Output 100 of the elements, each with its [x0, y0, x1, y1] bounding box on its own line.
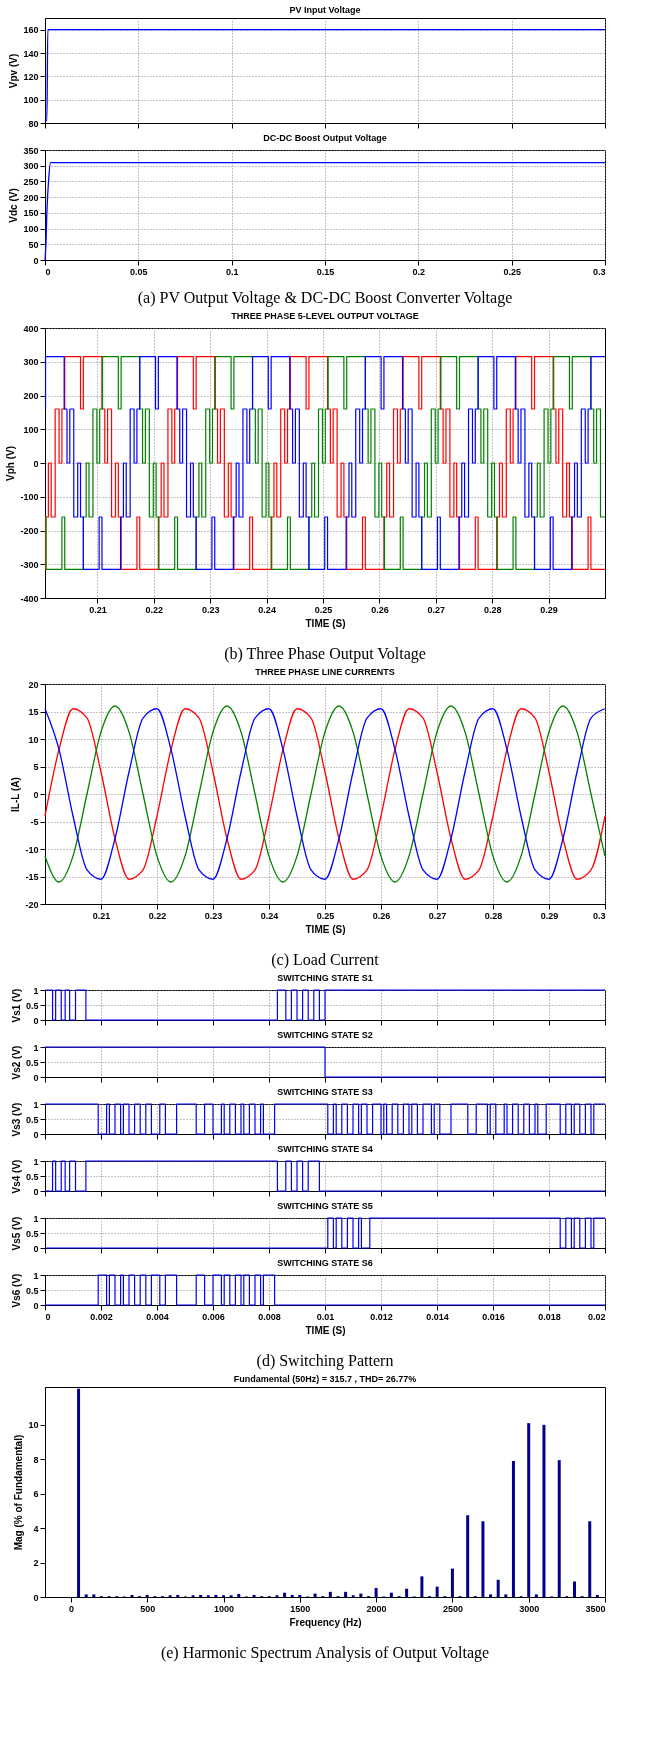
y-tick-label: 1 — [33, 1099, 39, 1110]
bar — [481, 1521, 485, 1597]
y-tick-label: 4 — [33, 1523, 39, 1534]
x-tick-label: 2500 — [442, 1603, 463, 1614]
y-axis-title: Vs1 (V) — [10, 988, 22, 1023]
x-tick-label: 3500 — [585, 1603, 606, 1614]
y-tick-label: 6 — [33, 1489, 39, 1500]
chart-title: SWITCHING STATE S5 — [277, 1201, 373, 1211]
x-tick-label: 0.27 — [428, 910, 447, 921]
bar — [527, 1423, 531, 1597]
x-tick-label: 0.006 — [202, 1311, 225, 1322]
y-tick-label: -200 — [20, 526, 39, 536]
y-tick-label: 5 — [33, 762, 39, 772]
x-tick-label: 0.1 — [225, 266, 239, 277]
x-tick-label: 0.25 — [316, 910, 335, 921]
y-tick-label: 140 — [23, 48, 39, 59]
x-tick-label: 0 — [45, 266, 51, 277]
bar — [420, 1576, 424, 1597]
y-axis-title: Vs5 (V) — [10, 1216, 22, 1251]
y-tick-label: 0 — [33, 1186, 39, 1197]
y-axis-title: Vs4 (V) — [10, 1159, 22, 1194]
bar — [328, 1591, 332, 1597]
y-tick-label: 0.5 — [25, 1114, 39, 1125]
bar — [298, 1594, 302, 1597]
y-tick-label: 300 — [23, 161, 39, 172]
chart-title: SWITCHING STATE S6 — [277, 1258, 373, 1268]
x-tick-label: 0.004 — [146, 1311, 169, 1322]
bar — [588, 1521, 592, 1597]
y-tick-label: 1 — [33, 1213, 39, 1224]
x-tick-label: 0.012 — [370, 1311, 393, 1322]
bar — [130, 1594, 134, 1597]
x-tick-label: 0.3 — [592, 910, 606, 921]
y-tick-label: 1 — [33, 1270, 39, 1281]
x-tick-label: 0.018 — [538, 1311, 561, 1322]
bar — [435, 1586, 439, 1597]
x-tick-label: 0.28 — [484, 910, 503, 921]
x-tick-label: 500 — [140, 1603, 156, 1614]
y-axis-title: Vdc (V) — [8, 188, 20, 223]
y-tick-label: 0.5 — [25, 1000, 39, 1011]
y-tick-label: -10 — [25, 844, 39, 855]
x-tick-label: 0.15 — [316, 266, 335, 277]
y-tick-label: 200 — [23, 192, 39, 203]
bar — [290, 1594, 294, 1597]
y-tick-label: 0.5 — [25, 1285, 39, 1296]
bar — [466, 1515, 470, 1597]
y-tick-label: 350 — [23, 145, 39, 156]
x-tick-label: 0.2 — [412, 266, 426, 277]
bar — [595, 1594, 599, 1597]
x-tick-label: 0.008 — [258, 1311, 281, 1322]
bar — [214, 1594, 218, 1597]
x-tick-label: 0.02 — [587, 1311, 606, 1322]
x-tick-label: 2000 — [366, 1603, 387, 1614]
y-tick-label: 0 — [33, 789, 39, 800]
x-tick-label: 0.29 — [540, 604, 558, 615]
y-tick-label: 0 — [33, 1592, 39, 1603]
x-tick-label: 0.22 — [145, 604, 164, 615]
bar — [283, 1592, 287, 1597]
x-axis-title: TIME (S) — [305, 923, 346, 935]
text: (a) PV Output Voltage & DC-DC Boost Converter Voltage — [137, 289, 513, 307]
bar — [359, 1593, 363, 1597]
y-tick-label: 10 — [28, 1420, 39, 1431]
bar — [496, 1579, 500, 1597]
y-tick-label: 0 — [33, 1129, 39, 1140]
x-tick-label: 0.016 — [482, 1311, 505, 1322]
y-tick-label: 100 — [23, 424, 39, 435]
text: (b) Three Phase Output Voltage — [224, 645, 426, 663]
x-tick-label: 0 — [68, 1603, 74, 1614]
x-tick-label: 0.28 — [483, 604, 502, 615]
chart-title: Fundamental (50Hz) = 315.7 , THD= 26.77% — [233, 1374, 417, 1384]
y-tick-label: 50 — [28, 239, 39, 250]
y-tick-label: 400 — [23, 323, 39, 334]
x-tick-label: 0.21 — [92, 910, 111, 921]
bar — [572, 1581, 576, 1597]
bar — [176, 1594, 180, 1597]
y-tick-label: -300 — [20, 559, 39, 570]
chart-title: THREE PHASE 5-LEVEL OUTPUT VOLTAGE — [231, 311, 419, 321]
y-tick-label: -15 — [25, 872, 39, 882]
x-tick-label: 0.25 — [503, 266, 521, 277]
chart-title: THREE PHASE LINE CURRENTS — [255, 667, 395, 677]
bar — [504, 1594, 508, 1597]
bar — [199, 1594, 203, 1597]
x-axis-title: TIME (S) — [305, 617, 346, 629]
y-tick-label: 0 — [33, 1243, 39, 1254]
y-tick-label: 0 — [33, 255, 39, 266]
x-tick-label: 0.3 — [592, 266, 606, 277]
x-tick-label: 3000 — [519, 1603, 540, 1614]
y-tick-label: 2 — [33, 1558, 39, 1569]
x-tick-label: 0.24 — [258, 604, 276, 615]
x-tick-label: 0.22 — [148, 910, 167, 921]
y-tick-label: 80 — [28, 118, 39, 129]
x-tick-label: 0.002 — [90, 1311, 113, 1322]
x-tick-label: 1500 — [290, 1603, 311, 1614]
x-tick-label: 0.23 — [204, 910, 223, 921]
x-tick-label: 0.01 — [316, 1311, 335, 1322]
y-tick-label: 0 — [33, 1072, 39, 1083]
bar — [450, 1568, 454, 1597]
y-axis-title: Vs6 (V) — [10, 1273, 22, 1308]
bar — [405, 1588, 409, 1597]
x-tick-label: 0.014 — [426, 1311, 449, 1322]
y-tick-label: -100 — [20, 492, 39, 503]
